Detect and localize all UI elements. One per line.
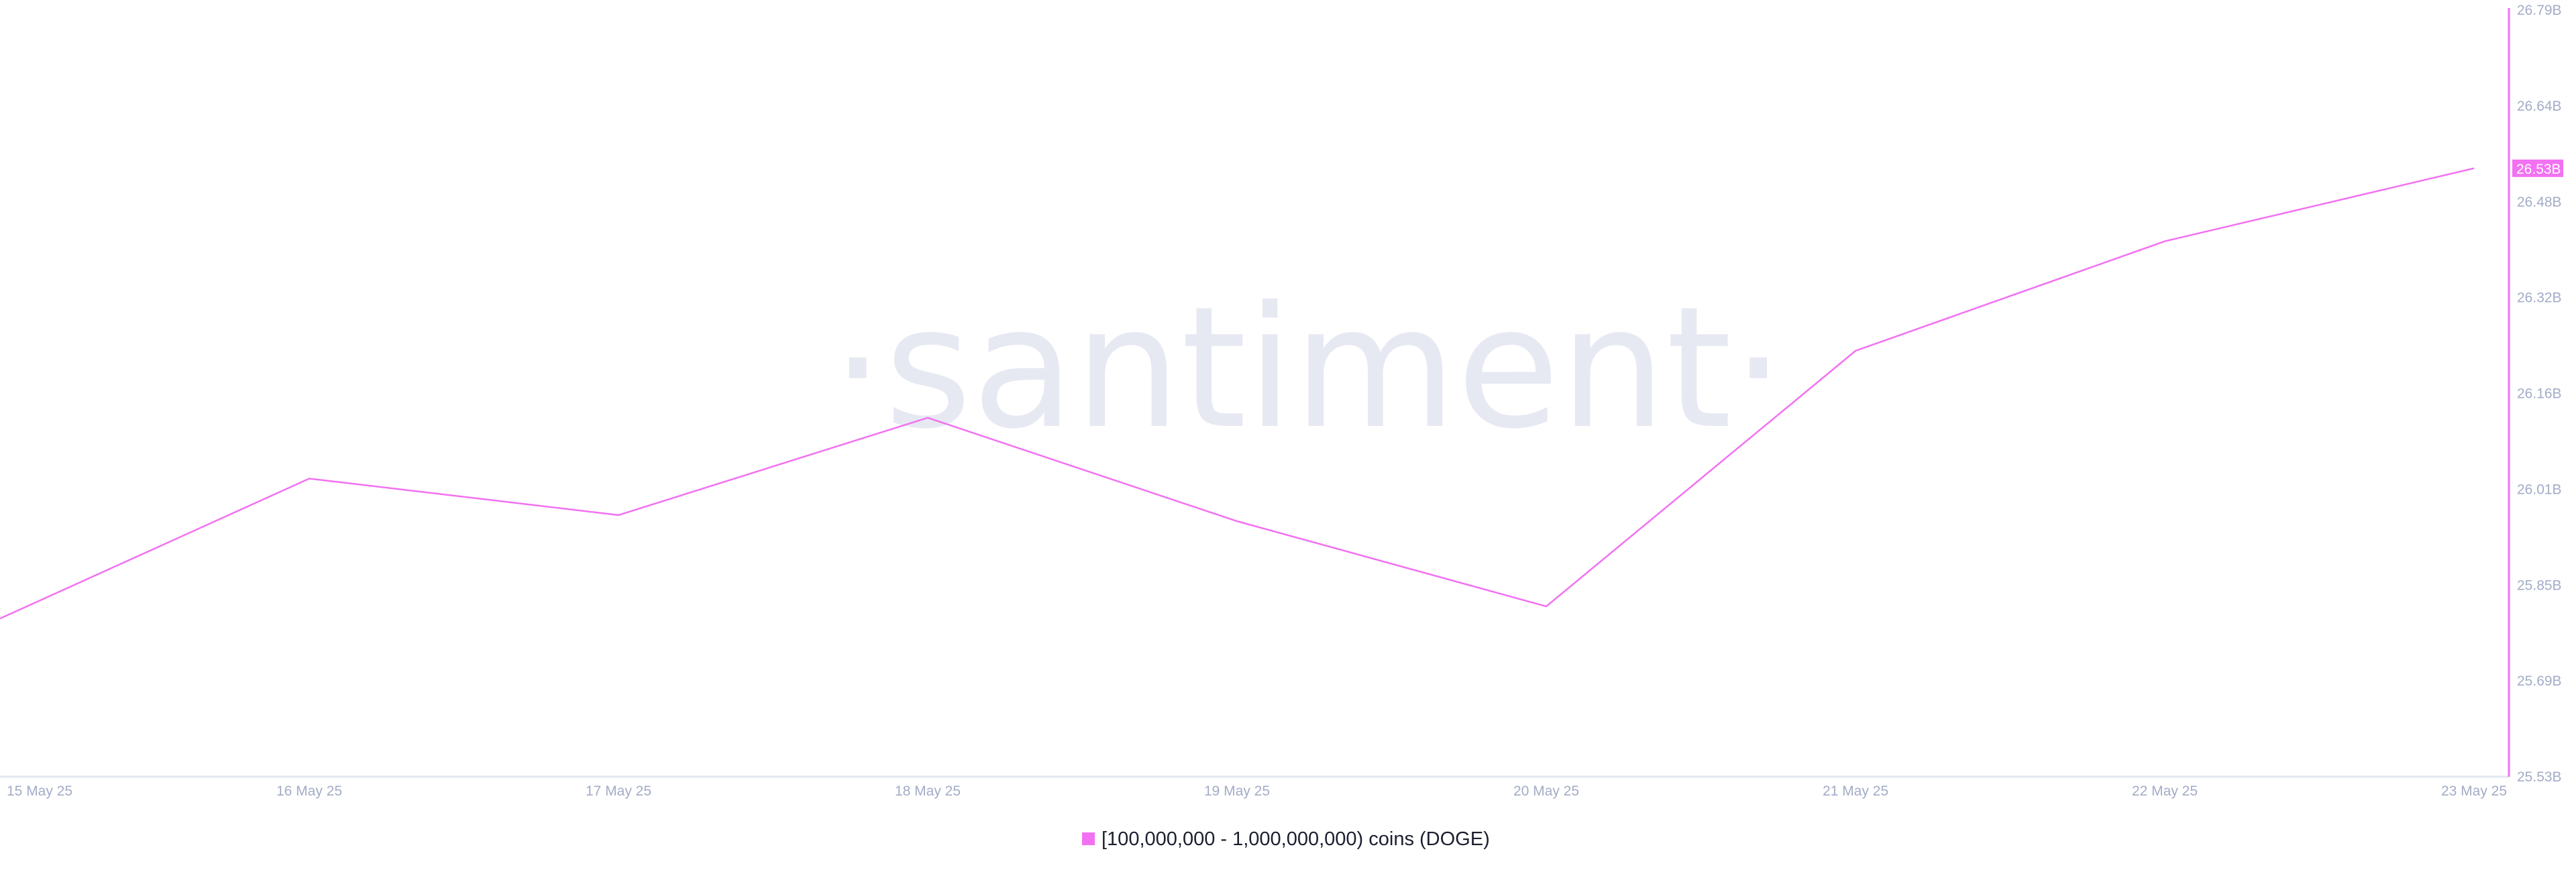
y-tick-label: 25.85B xyxy=(2517,578,2562,593)
x-tick-label: 15 May 25 xyxy=(7,783,72,799)
x-tick-label: 22 May 25 xyxy=(2132,783,2198,799)
x-tick-label: 19 May 25 xyxy=(1204,783,1270,799)
last-value-label: 26.53B xyxy=(2516,162,2561,177)
x-tick-label: 21 May 25 xyxy=(1823,783,1888,799)
last-value-badge: 26.53B xyxy=(2512,159,2563,177)
y-tick-label: 26.16B xyxy=(2517,386,2562,402)
y-tick-label: 26.64B xyxy=(2517,99,2562,114)
santiment-watermark: ·santiment· xyxy=(831,270,1785,466)
y-tick-label: 26.01B xyxy=(2517,482,2562,497)
x-tick-label: 20 May 25 xyxy=(1513,783,1579,799)
x-tick-label: 17 May 25 xyxy=(586,783,651,799)
y-tick-label: 26.48B xyxy=(2517,195,2562,210)
series-line xyxy=(0,167,2475,620)
x-tick-label: 16 May 25 xyxy=(276,783,342,799)
legend[interactable]: [100,000,000 - 1,000,000,000) coins (DOG… xyxy=(1082,828,1490,850)
y-tick-label: 26.32B xyxy=(2517,290,2562,306)
y-tick-label: 26.79B xyxy=(2517,3,2562,18)
y-tick-label: 25.69B xyxy=(2517,673,2562,689)
y-tick-label: 25.53B xyxy=(2517,769,2562,785)
x-tick-label: 18 May 25 xyxy=(895,783,961,799)
legend-swatch xyxy=(1082,832,1095,845)
legend-label: [100,000,000 - 1,000,000,000) coins (DOG… xyxy=(1102,828,1490,850)
x-tick-label: 23 May 25 xyxy=(2441,783,2507,799)
